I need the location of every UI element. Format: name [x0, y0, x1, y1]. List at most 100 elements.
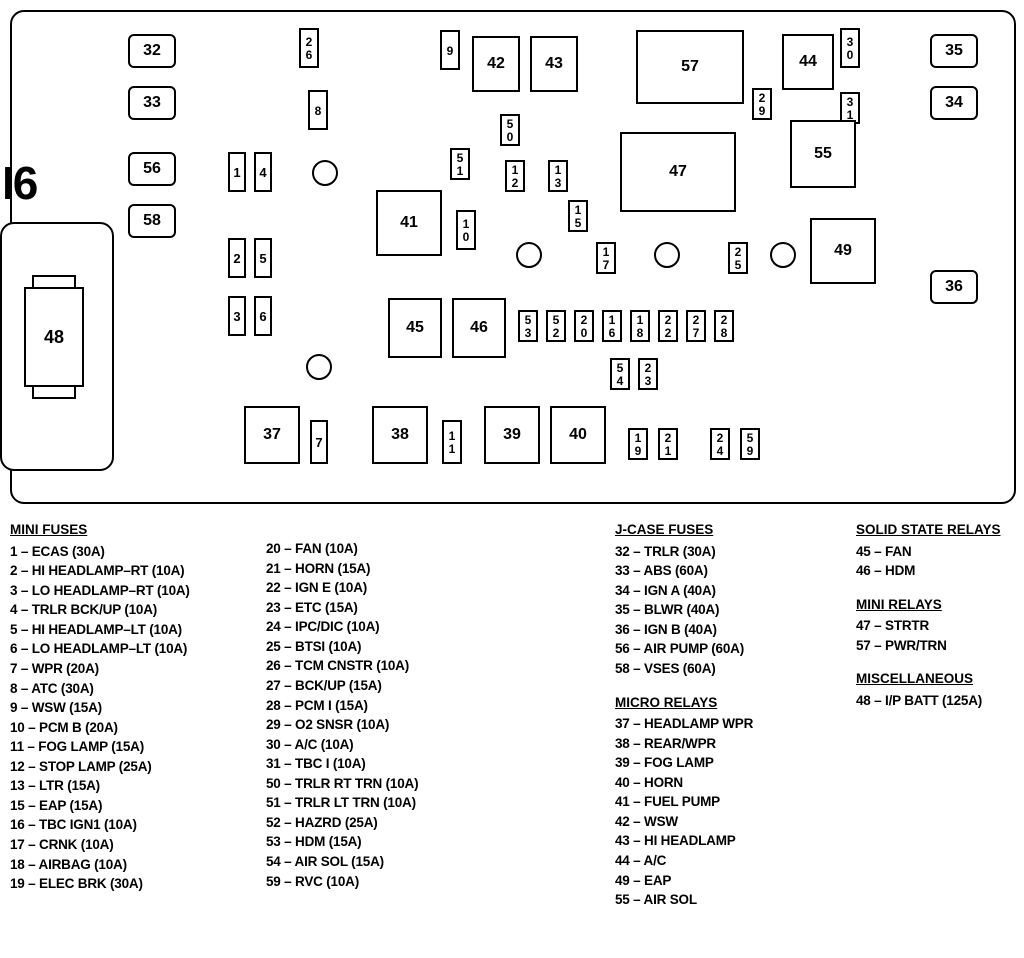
fuse-box-9: 9	[440, 30, 460, 70]
legend-item: 50 – TRLR RT TRN (10A)	[266, 774, 418, 794]
legend-item: 34 – IGN A (40A)	[615, 581, 753, 601]
mounting-hole-2	[654, 242, 680, 268]
legend-item: 30 – A/C (10A)	[266, 735, 418, 755]
fuse-box-26: 26	[299, 28, 319, 68]
fuse-box-17: 17	[596, 242, 616, 274]
fuse-box-22: 22	[658, 310, 678, 342]
brand-mark: I6	[2, 156, 36, 210]
fuse-box-52: 52	[546, 310, 566, 342]
legend-heading: MINI RELAYS	[856, 595, 1001, 615]
legend-item: 21 – HORN (15A)	[266, 559, 418, 579]
fuse-box-33: 33	[128, 86, 176, 120]
legend-item: 52 – HAZRD (25A)	[266, 813, 418, 833]
fuse-box-8: 8	[308, 90, 328, 130]
legend-item: 36 – IGN B (40A)	[615, 620, 753, 640]
legend-column-1: 20 – FAN (10A)21 – HORN (15A)22 – IGN E …	[266, 520, 418, 891]
legend-item: 10 – PCM B (20A)	[10, 718, 190, 738]
legend-item: 54 – AIR SOL (15A)	[266, 852, 418, 872]
legend-heading: J-CASE FUSES	[615, 520, 753, 540]
fuse-box-5: 5	[254, 238, 272, 278]
legend-item: 23 – ETC (15A)	[266, 598, 418, 618]
fuse-box-54: 54	[610, 358, 630, 390]
fuse-box-40: 40	[550, 406, 606, 464]
legend-item: 25 – BTSI (10A)	[266, 637, 418, 657]
fuse-box-44: 44	[782, 34, 834, 90]
fuse-box-29: 29	[752, 88, 772, 120]
fuse-box-4: 4	[254, 152, 272, 192]
fuse-box-39: 39	[484, 406, 540, 464]
legend-item: 12 – STOP LAMP (25A)	[10, 757, 190, 777]
legend-item: 4 – TRLR BCK/UP (10A)	[10, 600, 190, 620]
fuse-box-36: 36	[930, 270, 978, 304]
fuse-box-42: 42	[472, 36, 520, 92]
fuse-box-3: 3	[228, 296, 246, 336]
fuse-box-59: 59	[740, 428, 760, 460]
fuse-box-50: 50	[500, 114, 520, 146]
legend-item: 56 – AIR PUMP (60A)	[615, 639, 753, 659]
legend-item: 19 – ELEC BRK (30A)	[10, 874, 190, 894]
legend-item: 57 – PWR/TRN	[856, 636, 1001, 656]
legend-item: 17 – CRNK (10A)	[10, 835, 190, 855]
fuse-box-20: 20	[574, 310, 594, 342]
legend-item: 55 – AIR SOL	[615, 890, 753, 910]
legend-column-3: SOLID STATE RELAYS45 – FAN46 – HDM MINI R…	[856, 520, 1001, 711]
fuse-box-24: 24	[710, 428, 730, 460]
legend-column-0: MINI FUSES1 – ECAS (30A)2 – HI HEADLAMP–…	[10, 520, 190, 894]
legend-item: 16 – TBC IGN1 (10A)	[10, 815, 190, 835]
legend-item: 11 – FOG LAMP (15A)	[10, 737, 190, 757]
legend-item: 58 – VSES (60A)	[615, 659, 753, 679]
fuse-box-41: 41	[376, 190, 442, 256]
fuse-box-37: 37	[244, 406, 300, 464]
legend-item: 27 – BCK/UP (15A)	[266, 676, 418, 696]
legend-item: 43 – HI HEADLAMP	[615, 831, 753, 851]
fuse-box-2: 2	[228, 238, 246, 278]
legend-item: 29 – O2 SNSR (10A)	[266, 715, 418, 735]
legend-item: 7 – WPR (20A)	[10, 659, 190, 679]
legend-item: 32 – TRLR (30A)	[615, 542, 753, 562]
legend-item: 47 – STRTR	[856, 616, 1001, 636]
legend-item: 48 – I/P BATT (125A)	[856, 691, 1001, 711]
fuse-box-57: 57	[636, 30, 744, 104]
fuse-box-25: 25	[728, 242, 748, 274]
legend-item: 22 – IGN E (10A)	[266, 578, 418, 598]
legend-item: 35 – BLWR (40A)	[615, 600, 753, 620]
legend-item: 31 – TBC I (10A)	[266, 754, 418, 774]
legend-item: 9 – WSW (15A)	[10, 698, 190, 718]
legend-item: 46 – HDM	[856, 561, 1001, 581]
fuse-box-27: 27	[686, 310, 706, 342]
mounting-hole-0	[312, 160, 338, 186]
fuse-box-38: 38	[372, 406, 428, 464]
fuse-48-label: 48	[24, 287, 84, 387]
legend-heading: MICRO RELAYS	[615, 693, 753, 713]
fuse-box-11: 11	[442, 420, 462, 464]
legend-item: 8 – ATC (30A)	[10, 679, 190, 699]
fuse-box-46: 46	[452, 298, 506, 358]
legend-heading: MISCELLANEOUS	[856, 669, 1001, 689]
fuse-box-56: 56	[128, 152, 176, 186]
legend-item: 51 – TRLR LT TRN (10A)	[266, 793, 418, 813]
fuse-box-28: 28	[714, 310, 734, 342]
fuse-box-23: 23	[638, 358, 658, 390]
legend-item: 18 – AIRBAG (10A)	[10, 855, 190, 875]
legend-item: 24 – IPC/DIC (10A)	[266, 617, 418, 637]
mounting-hole-3	[770, 242, 796, 268]
mounting-hole-1	[516, 242, 542, 268]
legend-heading: MINI FUSES	[10, 520, 190, 540]
fuse-box-diagram: I6 48 3233565835343626984243574430293155…	[0, 0, 1024, 958]
legend-item: 5 – HI HEADLAMP–LT (10A)	[10, 620, 190, 640]
legend-item: 40 – HORN	[615, 773, 753, 793]
fuse-box-51: 51	[450, 148, 470, 180]
fuse-box-16: 16	[602, 310, 622, 342]
legend-item: 49 – EAP	[615, 871, 753, 891]
legend-heading: SOLID STATE RELAYS	[856, 520, 1001, 540]
legend-item: 38 – REAR/WPR	[615, 734, 753, 754]
legend-item: 45 – FAN	[856, 542, 1001, 562]
fuse-box-13: 13	[548, 160, 568, 192]
legend-item: 37 – HEADLAMP WPR	[615, 714, 753, 734]
fuse-box-30: 30	[840, 28, 860, 68]
fuse-box-21: 21	[658, 428, 678, 460]
fuse-box-12: 12	[505, 160, 525, 192]
legend-item: 2 – HI HEADLAMP–RT (10A)	[10, 561, 190, 581]
fuse-box-55: 55	[790, 120, 856, 188]
legend-item: 3 – LO HEADLAMP–RT (10A)	[10, 581, 190, 601]
